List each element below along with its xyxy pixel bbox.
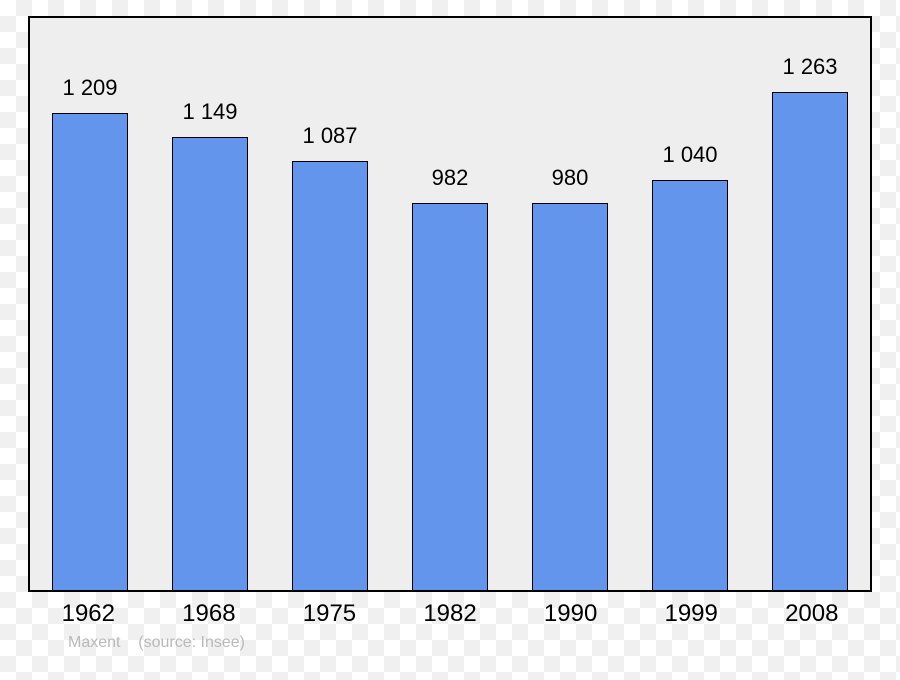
bar [292,161,368,590]
x-tick-label: 1962 [28,600,149,628]
bar-value-label: 1 040 [630,142,750,168]
x-tick-label: 1999 [631,600,752,628]
x-tick-label: 1968 [149,600,270,628]
bar-value-label: 1 087 [270,123,390,149]
x-tick-label: 1975 [269,600,390,628]
bar [772,92,848,590]
bar [532,203,608,590]
footer-place: Maxent [68,634,120,651]
bar [52,113,128,590]
plot-area: 1 2091 1491 0879829801 040 1 263 [28,16,872,592]
bar-slot: 1 263 [750,18,870,590]
bar-slot: 1 149 [150,18,270,590]
x-tick-label: 1990 [510,600,631,628]
bar-slot: 1 209 [30,18,150,590]
bar-value-label: 1 149 [150,99,270,125]
bar [652,180,728,590]
x-tick-label: 1982 [390,600,511,628]
chart-canvas: 1 2091 1491 0879829801 040 1 263 19621968… [0,0,900,680]
bars-container: 1 2091 1491 0879829801 040 1 263 [30,18,870,590]
bar [172,137,248,590]
x-axis: 1962196819751982199019992008 [28,600,872,628]
bar-slot: 1 040 [630,18,750,590]
bar-value-label: 1 209 [30,75,150,101]
bar-value-label: 1 263 [750,54,870,80]
x-tick-label: 2008 [751,600,872,628]
bar-slot: 982 [390,18,510,590]
footer-source: (source: Insee) [138,634,245,651]
bar [412,203,488,590]
bar-value-label: 980 [510,165,630,191]
chart-footer: Maxent (source: Insee) [68,634,245,652]
bar-slot: 980 [510,18,630,590]
bar-value-label: 982 [390,165,510,191]
bar-slot: 1 087 [270,18,390,590]
